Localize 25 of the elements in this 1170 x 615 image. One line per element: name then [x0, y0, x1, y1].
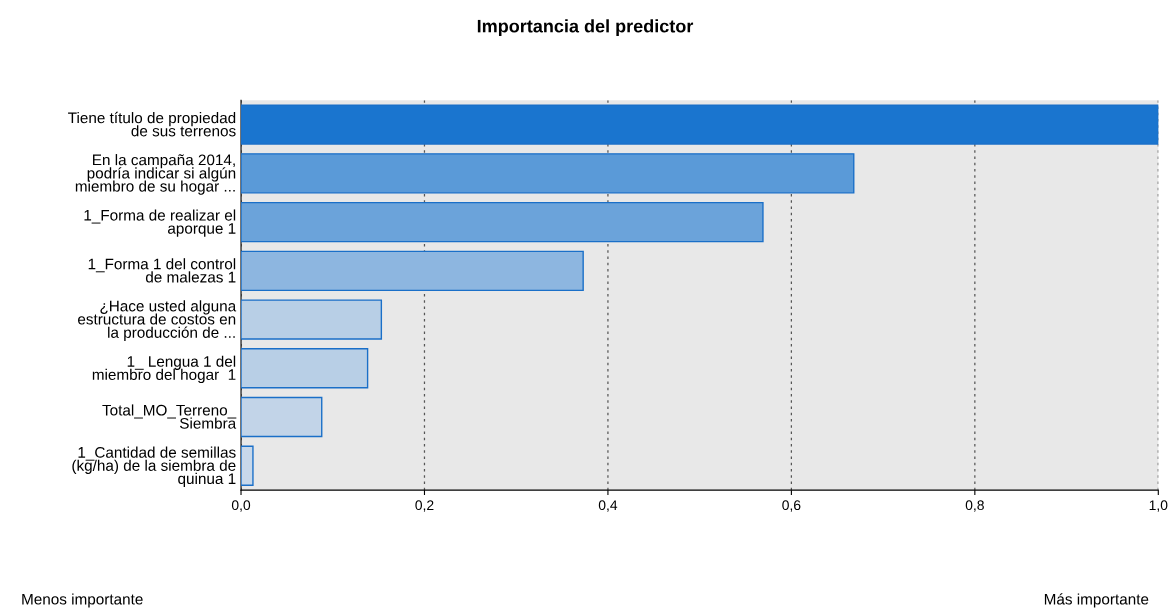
y-tick-label: En la campaña 2014, podría indicar si algún miembro de su hogar ... — [75, 154, 236, 195]
y-tick-label: 1_Cantidad de semillas (kg/ha) de la siembra de quinua 1 — [72, 446, 236, 488]
y-tick-label: Tiene título de propiedad de sus terrenos — [68, 111, 236, 137]
y-tick-label: ¿Hace usted alguna estructura de costos en la producción de ... — [78, 300, 237, 341]
bar — [241, 250, 584, 292]
x-tick-label: 1,0 — [1149, 500, 1168, 512]
bar — [241, 348, 369, 389]
y-tick-label: 1_Forma 1 del control de malezas 1 — [88, 258, 236, 283]
y-tick-label: 1_Forma de realizar el aporque 1 — [84, 209, 236, 237]
bar — [241, 396, 323, 438]
bar — [241, 153, 855, 194]
text: Menos importante — [22, 593, 143, 608]
text: Más importante — [1044, 593, 1149, 608]
x-tick-label: 0,8 — [965, 500, 984, 512]
x-tick-label: 0,6 — [782, 500, 801, 512]
bar — [241, 104, 1159, 145]
x-tick-label: 0,2 — [415, 500, 434, 512]
x-tick-label: 0,0 — [231, 500, 251, 512]
x-tick-label: 0,4 — [598, 500, 618, 512]
y-tick-label: 1_ Lengua 1 del miembro del hogar 1 — [92, 355, 236, 384]
chart-title: Importancia del predictor — [477, 19, 694, 37]
y-tick-label: Total_MO_Terreno_ Siembra — [102, 404, 237, 429]
bar — [241, 299, 383, 340]
bar — [241, 445, 254, 486]
bar — [241, 201, 764, 243]
